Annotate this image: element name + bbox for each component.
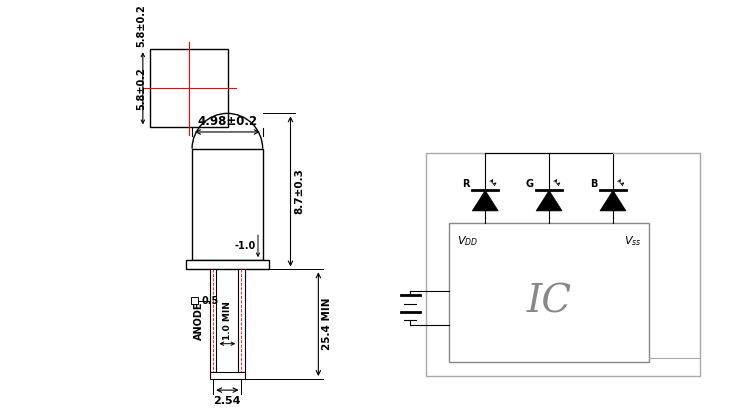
- Bar: [191, 297, 198, 304]
- Text: 4.98±0.2: 4.98±0.2: [197, 115, 257, 128]
- Text: 25.4 MIN: 25.4 MIN: [322, 298, 332, 351]
- Bar: [449, 223, 649, 362]
- Text: 2.54: 2.54: [214, 396, 241, 406]
- Text: G: G: [525, 179, 533, 189]
- Bar: [210, 372, 244, 379]
- Bar: [426, 153, 700, 376]
- Bar: [238, 269, 244, 372]
- Polygon shape: [472, 190, 498, 211]
- Text: R: R: [462, 179, 470, 189]
- Bar: [185, 260, 269, 269]
- Text: 5.8±0.2: 5.8±0.2: [136, 5, 146, 47]
- Text: B: B: [590, 179, 597, 189]
- Text: -1.0: -1.0: [235, 241, 256, 251]
- Text: 5.8±0.2: 5.8±0.2: [136, 67, 146, 110]
- Text: $V_{ss}$: $V_{ss}$: [624, 234, 641, 248]
- Bar: [150, 49, 228, 127]
- Bar: [210, 269, 217, 372]
- Text: ANODE: ANODE: [194, 301, 204, 340]
- Polygon shape: [600, 190, 626, 211]
- Bar: [192, 149, 262, 260]
- Text: IC: IC: [526, 284, 572, 321]
- Text: $V_{DD}$: $V_{DD}$: [457, 234, 478, 248]
- Text: 0.5: 0.5: [202, 296, 219, 305]
- Text: 1.0 MIN: 1.0 MIN: [223, 301, 232, 340]
- Text: 8.7±0.3: 8.7±0.3: [294, 169, 304, 214]
- Polygon shape: [536, 190, 562, 211]
